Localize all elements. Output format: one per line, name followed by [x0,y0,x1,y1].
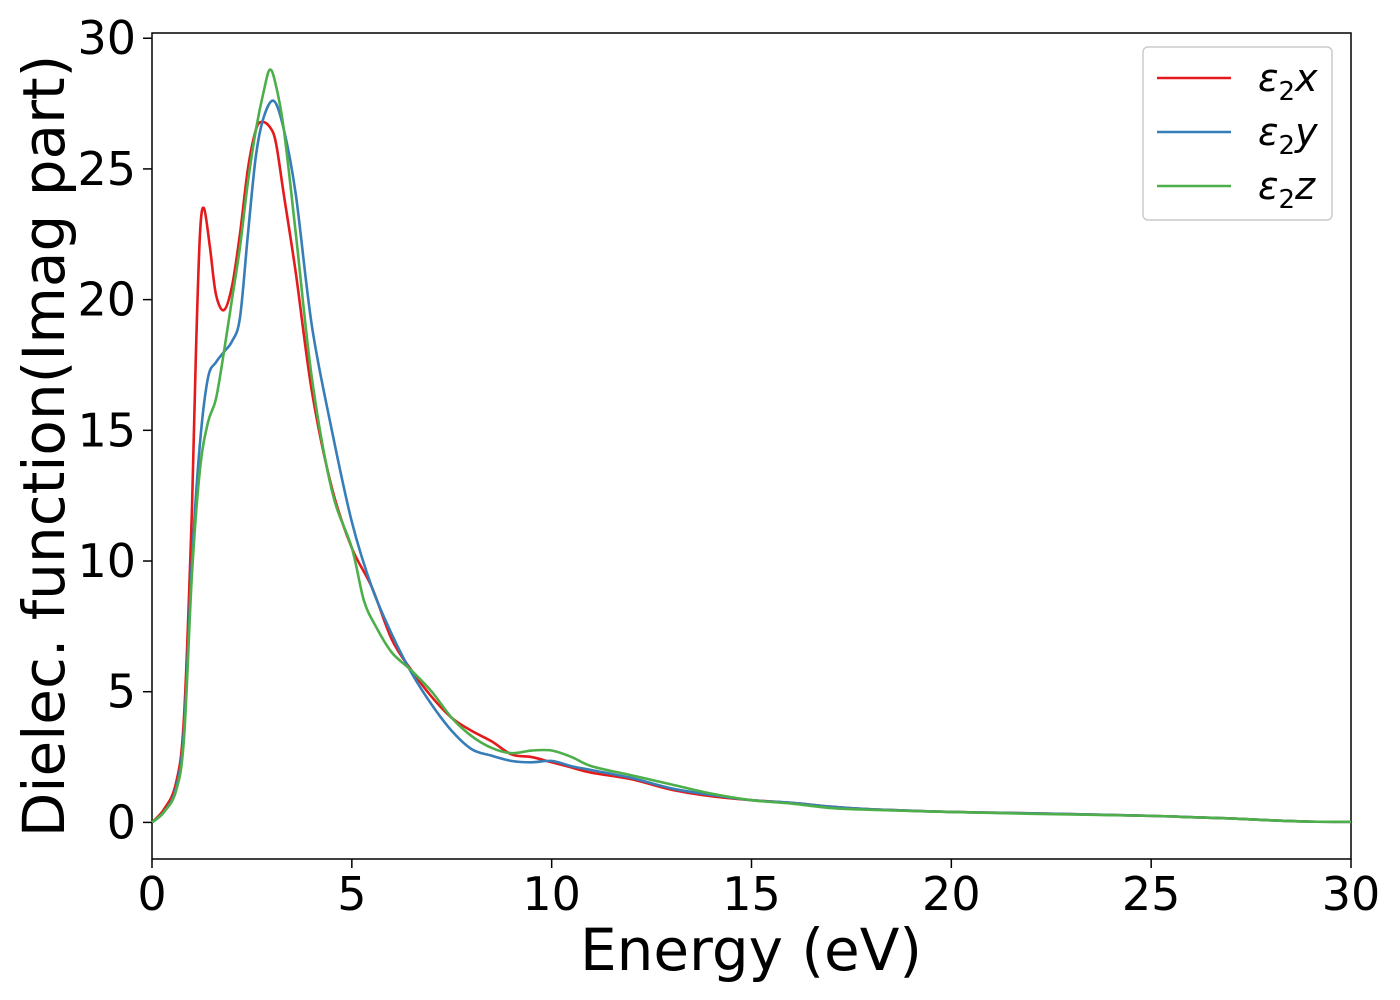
legend-label-main: ε [1258,164,1279,208]
x-tick-label: 5 [337,867,366,921]
y-tick-label: 15 [77,403,136,457]
legend-label-z: ε2z [1258,164,1316,215]
y-tick-label: 5 [107,665,136,719]
legend-label-sub: 2 [1279,77,1296,107]
legend-label-suffix: y [1294,110,1318,154]
legend-label-suffix: x [1294,56,1318,100]
y-tick-label: 0 [107,795,136,849]
x-tick-label: 10 [522,867,581,921]
legend-label-main: ε [1258,56,1279,100]
x-tick-label: 30 [1322,867,1381,921]
legend-frame [1142,46,1333,221]
x-tick-label: 20 [922,867,981,921]
legend-label-x: ε2x [1258,56,1318,107]
y-axis-title: Dielec. function(Imag part) [10,55,78,838]
x-tick-label: 15 [722,867,781,921]
legend-label-y: ε2y [1258,110,1318,161]
y-tick-label: 30 [77,11,136,65]
series-lines [151,68,1352,824]
series-line-z [151,68,1352,824]
series-line-x [151,120,1352,824]
y-tick-label: 20 [77,273,136,327]
x-tick-label: 0 [137,867,166,921]
x-axis-title: Energy (eV) [580,916,922,984]
x-tick-label: 25 [1122,867,1181,921]
legend-label-suffix: z [1294,164,1316,208]
x-axis-ticks: 0 5 10 15 20 25 30 [137,859,1380,921]
y-axis-ticks: 0 5 10 15 20 25 30 [77,11,152,849]
legend-label-sub: 2 [1279,131,1296,161]
legend-label-sub: 2 [1279,185,1296,215]
y-tick-label: 10 [77,534,136,588]
legend-label-main: ε [1258,110,1279,154]
y-tick-label: 25 [77,142,136,196]
